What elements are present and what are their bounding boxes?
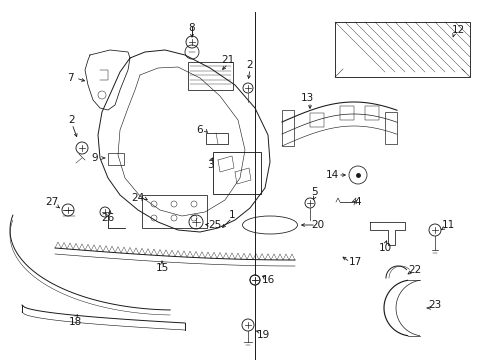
Text: 14: 14 bbox=[325, 170, 338, 180]
Bar bbox=[205, 133, 227, 144]
Text: 4: 4 bbox=[354, 197, 361, 207]
Text: 11: 11 bbox=[441, 220, 454, 230]
Text: 15: 15 bbox=[155, 263, 168, 273]
Text: 25: 25 bbox=[208, 220, 221, 230]
Text: 3: 3 bbox=[206, 160, 213, 170]
Text: 2: 2 bbox=[246, 60, 253, 70]
Bar bbox=[334, 22, 469, 77]
Text: 13: 13 bbox=[300, 93, 313, 103]
Bar bbox=[187, 62, 232, 90]
Text: 10: 10 bbox=[378, 243, 391, 253]
Text: 1: 1 bbox=[228, 210, 235, 220]
Text: 20: 20 bbox=[311, 220, 324, 230]
Text: 23: 23 bbox=[427, 300, 441, 310]
Text: 5: 5 bbox=[311, 187, 318, 197]
Text: 16: 16 bbox=[261, 275, 274, 285]
Text: 26: 26 bbox=[101, 213, 114, 223]
Text: 9: 9 bbox=[92, 153, 98, 163]
Bar bbox=[282, 110, 293, 146]
Text: 7: 7 bbox=[66, 73, 73, 83]
Bar bbox=[213, 152, 261, 194]
Text: 21: 21 bbox=[221, 55, 234, 65]
Text: 12: 12 bbox=[450, 25, 464, 35]
Bar bbox=[384, 112, 396, 144]
Bar bbox=[309, 113, 324, 127]
Text: 8: 8 bbox=[188, 23, 195, 33]
Bar bbox=[364, 106, 378, 120]
Text: 19: 19 bbox=[256, 330, 269, 340]
Bar bbox=[339, 106, 353, 120]
Text: 2: 2 bbox=[68, 115, 75, 125]
Text: 24: 24 bbox=[131, 193, 144, 203]
Text: 6: 6 bbox=[196, 125, 203, 135]
Bar bbox=[108, 153, 124, 165]
Text: 22: 22 bbox=[407, 265, 421, 275]
Bar bbox=[142, 195, 206, 228]
Text: 17: 17 bbox=[347, 257, 361, 267]
Text: 18: 18 bbox=[68, 317, 81, 327]
Text: 27: 27 bbox=[45, 197, 59, 207]
